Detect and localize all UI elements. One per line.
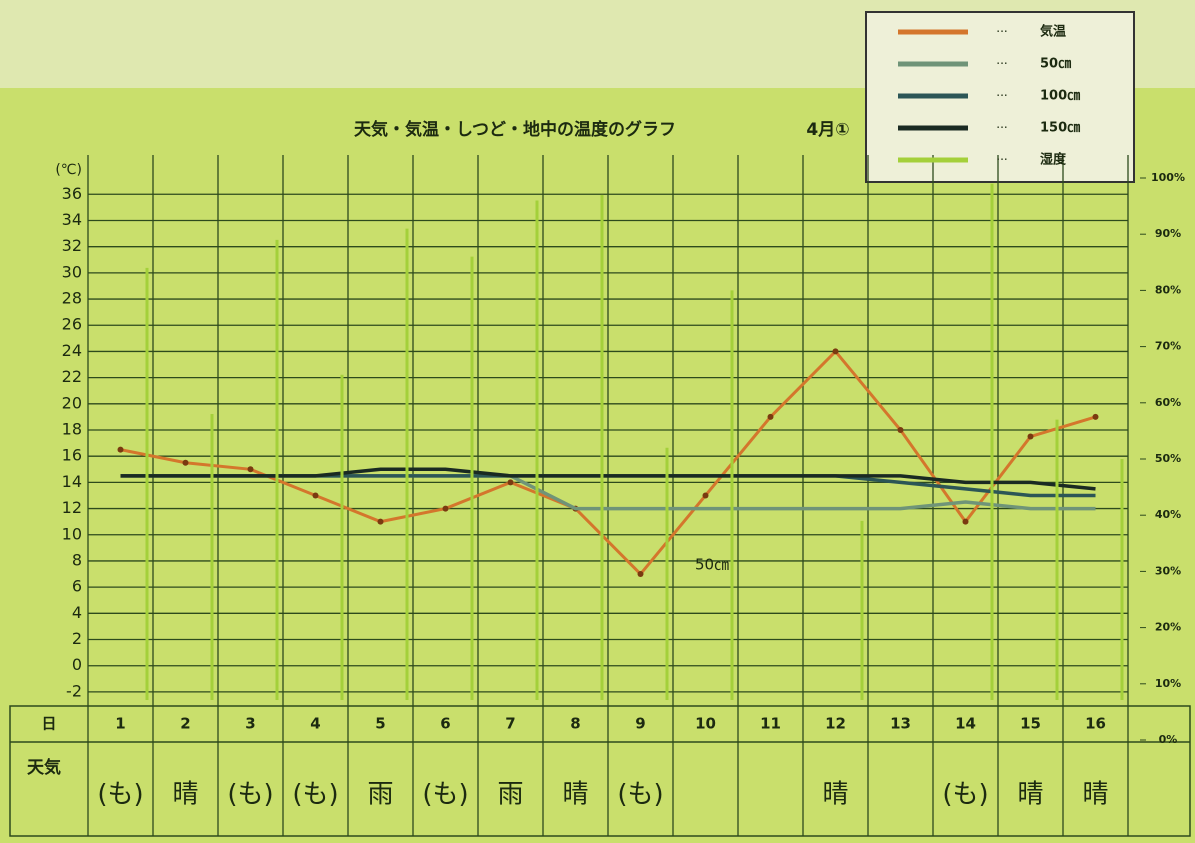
x-tick-label: 1 xyxy=(115,715,125,733)
chart-title: 天気・気温・しつど・地中の温度のグラフ xyxy=(354,119,676,140)
point xyxy=(117,446,124,453)
y2-tick-label: 10% xyxy=(1155,677,1181,690)
y-tick-label: 36 xyxy=(62,184,82,203)
y-tick-label: 22 xyxy=(62,367,82,386)
annotation: 50㎝ xyxy=(695,556,729,574)
legend-label: 100㎝ xyxy=(1040,89,1080,104)
point xyxy=(897,427,904,433)
y-tick-label: 8 xyxy=(72,550,82,569)
y-tick-label: 32 xyxy=(62,236,82,255)
point xyxy=(247,466,254,473)
point xyxy=(832,348,839,355)
point xyxy=(637,571,644,578)
weather-entry: 晴 xyxy=(1082,780,1108,810)
x-tick-label: 14 xyxy=(955,715,976,733)
series-line xyxy=(120,467,1096,491)
y-tick-label: 2 xyxy=(72,629,82,648)
weather-entry: 晴 xyxy=(562,780,588,810)
y2-tick-label: 40% xyxy=(1155,508,1181,521)
y-tick-label: 6 xyxy=(72,577,82,596)
y2-tick-label: 90% xyxy=(1155,227,1181,240)
point xyxy=(962,518,969,525)
point xyxy=(312,492,319,499)
y-tick-label: 30 xyxy=(62,262,82,281)
y-axis-label: (℃) xyxy=(55,162,82,178)
y-tick-label: 12 xyxy=(62,498,82,517)
legend-label: 湿度 xyxy=(1040,152,1067,168)
y2-tick-label: 80% xyxy=(1155,283,1181,296)
weather-entry: 雨 xyxy=(367,780,393,810)
point xyxy=(767,413,774,420)
y2-tick-label: 30% xyxy=(1155,564,1181,577)
weather-header: 天気 xyxy=(27,757,61,778)
legend-dots: ··· xyxy=(996,121,1007,135)
weather-entry: (も) xyxy=(422,780,468,810)
weather-entry: 雨 xyxy=(497,780,523,810)
y-tick-label: -2 xyxy=(66,681,82,700)
x-tick-label: 9 xyxy=(635,715,645,733)
x-tick-label: 7 xyxy=(505,715,515,733)
point xyxy=(377,518,384,525)
x-tick-label: 12 xyxy=(825,715,846,733)
x-tick-label: 4 xyxy=(310,715,320,733)
x-tick-label: 3 xyxy=(245,715,255,733)
y-tick-label: 14 xyxy=(62,472,82,491)
weather-entry: (も) xyxy=(942,780,988,810)
x-tick-label: 11 xyxy=(760,715,781,733)
table-frame xyxy=(9,705,1191,837)
day-header: 日 xyxy=(41,715,56,733)
weather-entry: (も) xyxy=(292,780,338,810)
x-tick-label: 2 xyxy=(180,715,190,733)
weather-entry: (も) xyxy=(617,780,663,810)
y2-tick-label: 70% xyxy=(1155,340,1181,353)
point xyxy=(1027,433,1034,440)
y-tick-label: 16 xyxy=(62,446,82,465)
y-tick-label: 18 xyxy=(62,420,82,439)
weather-entry: 晴 xyxy=(822,780,848,810)
point xyxy=(1092,413,1099,420)
weather-entry: 晴 xyxy=(1017,780,1043,810)
weather-entry: (も) xyxy=(227,780,273,810)
y2-tick-label: 20% xyxy=(1155,621,1181,634)
y-tick-label: 4 xyxy=(72,603,82,622)
point xyxy=(507,479,514,486)
y2-tick-label: 100% xyxy=(1151,171,1185,184)
legend-label: 50㎝ xyxy=(1040,57,1071,72)
x-tick-label: 15 xyxy=(1020,715,1041,733)
weather-entry: (も) xyxy=(97,780,143,810)
y-tick-label: 10 xyxy=(62,524,82,543)
legend-label: 気温 xyxy=(1040,24,1066,40)
chart-subtitle: 4月① xyxy=(806,120,849,140)
x-tick-label: 6 xyxy=(440,715,450,733)
legend-dots: ··· xyxy=(996,153,1007,167)
y-tick-label: 24 xyxy=(62,341,82,360)
y2-tick-label: 0% xyxy=(1159,733,1178,746)
y-tick-label: 28 xyxy=(62,289,82,308)
y-tick-label: 26 xyxy=(62,315,82,334)
y-tick-label: 0 xyxy=(72,655,82,674)
legend-dots: ··· xyxy=(996,25,1007,39)
legend-label: 150㎝ xyxy=(1040,121,1080,136)
x-tick-label: 10 xyxy=(695,715,716,733)
y-tick-label: 20 xyxy=(62,393,82,412)
point xyxy=(702,492,709,499)
y-tick-label: 34 xyxy=(62,210,82,229)
x-tick-label: 16 xyxy=(1085,715,1106,733)
series-line xyxy=(120,349,1096,577)
x-tick-label: 8 xyxy=(570,715,580,733)
y2-tick-label: 60% xyxy=(1155,396,1181,409)
legend-dots: ··· xyxy=(996,57,1007,71)
x-tick-label: 5 xyxy=(375,715,385,733)
y2-tick-label: 50% xyxy=(1155,452,1181,465)
point xyxy=(182,459,189,466)
legend-dots: ··· xyxy=(996,89,1007,103)
x-tick-label: 13 xyxy=(890,715,911,733)
point xyxy=(442,505,449,512)
weather-entry: 晴 xyxy=(172,780,198,810)
